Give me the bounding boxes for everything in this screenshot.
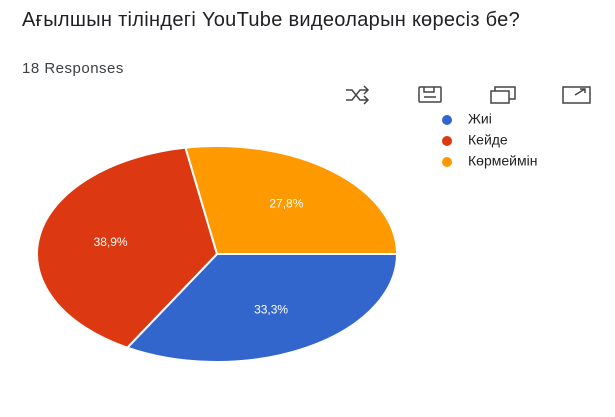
shuffle-icon[interactable]	[346, 85, 370, 105]
chart-subtitle: 18 Responses	[22, 60, 124, 77]
legend-marker	[442, 136, 452, 146]
legend-marker	[442, 157, 452, 167]
slice-label: 33,3%	[254, 302, 288, 316]
expand-icon[interactable]	[562, 86, 591, 104]
legend-marker	[442, 115, 452, 125]
copy-icon[interactable]	[490, 86, 516, 104]
legend-label: Көрмеймін	[468, 153, 537, 169]
legend-label: Кейде	[468, 132, 508, 148]
save-icon[interactable]	[418, 86, 442, 103]
slice-label: 27,8%	[269, 197, 303, 211]
slice-label: 38,9%	[94, 235, 128, 249]
legend-label: Жиі	[468, 111, 492, 127]
pie-slice	[184, 145, 399, 255]
chart-title: Ағылшын тіліндегі YouTube видеоларын көр…	[22, 9, 521, 31]
pie-slice	[36, 146, 219, 349]
pie-slice	[125, 253, 399, 363]
